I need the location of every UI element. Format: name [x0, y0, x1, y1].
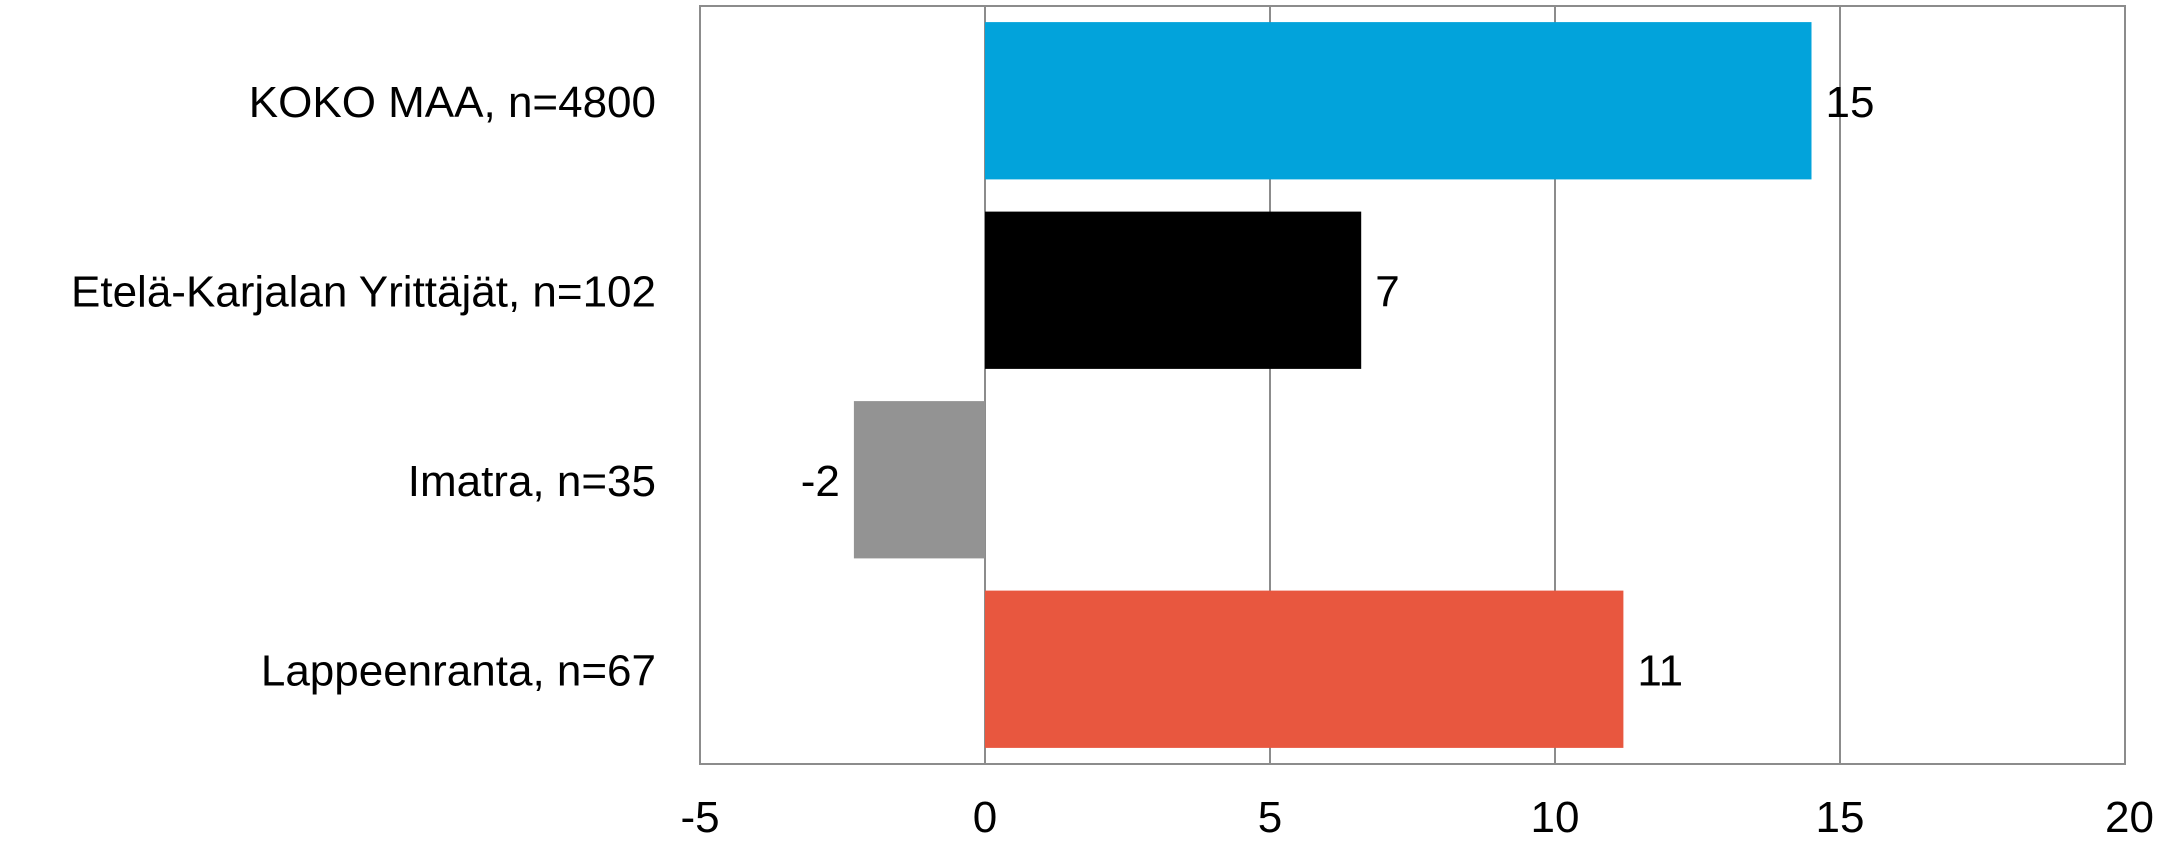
data-label-0: 15: [1826, 78, 1875, 127]
bar-3: [985, 590, 1624, 748]
x-tick-label-1: 0: [973, 793, 997, 838]
plot-border: [699, 5, 2126, 765]
data-label-1: 7: [1375, 267, 1399, 316]
x-tick-label-0: -5: [680, 793, 719, 838]
labels: 15 KOKO MAA, n=4800 7 Etelä-Karjalan Yrittä…: [71, 78, 2154, 842]
bar-1: [985, 211, 1362, 369]
bar-2: [853, 401, 985, 559]
data-label-2: -2: [801, 457, 840, 506]
category-label-0: KOKO MAA, n=4800: [249, 78, 656, 127]
category-label-2: Imatra, n=35: [408, 457, 656, 506]
data-label-3: 11: [1637, 646, 1683, 695]
bars: [853, 22, 1812, 748]
category-label-1: Etelä-Karjalan Yrittäjät, n=102: [71, 267, 656, 316]
x-tick-label-2: 5: [1258, 793, 1282, 838]
x-tick-label-3: 10: [1531, 793, 1580, 838]
bar-0: [985, 22, 1812, 180]
plot-frame: [699, 5, 2126, 765]
category-label-3: Lappeenranta, n=67: [261, 646, 656, 695]
x-tick-label-4: 15: [1816, 793, 1865, 838]
x-tick-label-5: 20: [2105, 793, 2154, 838]
